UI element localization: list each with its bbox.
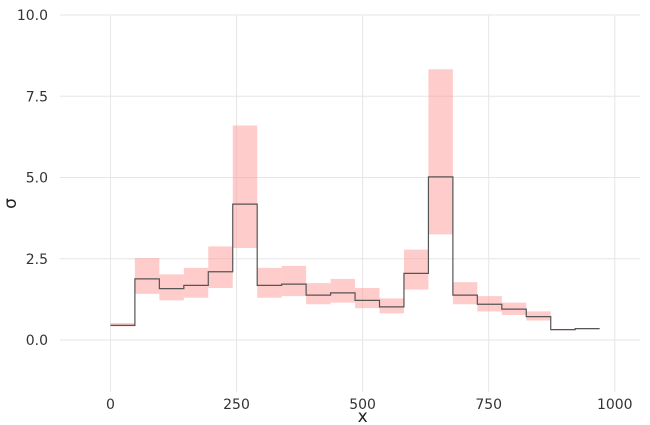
confidence-bands [110, 69, 600, 331]
y-tick-label: 0.0 [26, 333, 48, 349]
x-tick-label: 750 [475, 397, 502, 413]
confidence-band [526, 311, 551, 321]
y-tick-label: 10.0 [17, 8, 48, 24]
confidence-band [379, 298, 404, 314]
confidence-band [403, 249, 429, 290]
confidence-band [208, 246, 233, 288]
confidence-band [110, 323, 135, 327]
x-tick-label: 0 [106, 397, 115, 413]
confidence-band [330, 278, 356, 303]
confidence-band [232, 125, 258, 249]
confidence-band [134, 258, 160, 294]
confidence-band [428, 69, 453, 235]
y-axis-title: σ [1, 198, 21, 209]
confidence-band [452, 282, 478, 305]
x-tick-label: 250 [223, 397, 250, 413]
x-tick-label: 1000 [597, 397, 633, 413]
x-tick-labels: 0 250 500 750 1000 [106, 397, 633, 413]
y-tick-label: 5.0 [26, 171, 48, 187]
confidence-band [257, 267, 282, 298]
x-tick-label: 500 [349, 397, 376, 413]
confidence-band [306, 283, 331, 305]
y-tick-label: 2.5 [26, 252, 48, 268]
confidence-band [355, 288, 380, 309]
confidence-band [159, 274, 184, 301]
x-axis-title: x [358, 407, 368, 425]
y-tick-label: 7.5 [26, 89, 48, 105]
series-step-line [110, 176, 600, 331]
confidence-band [183, 267, 209, 298]
y-tick-labels: 0.0 2.5 5.0 7.5 10.0 [17, 8, 48, 349]
confidence-band [281, 265, 307, 297]
x-gridlines [109, 15, 616, 392]
